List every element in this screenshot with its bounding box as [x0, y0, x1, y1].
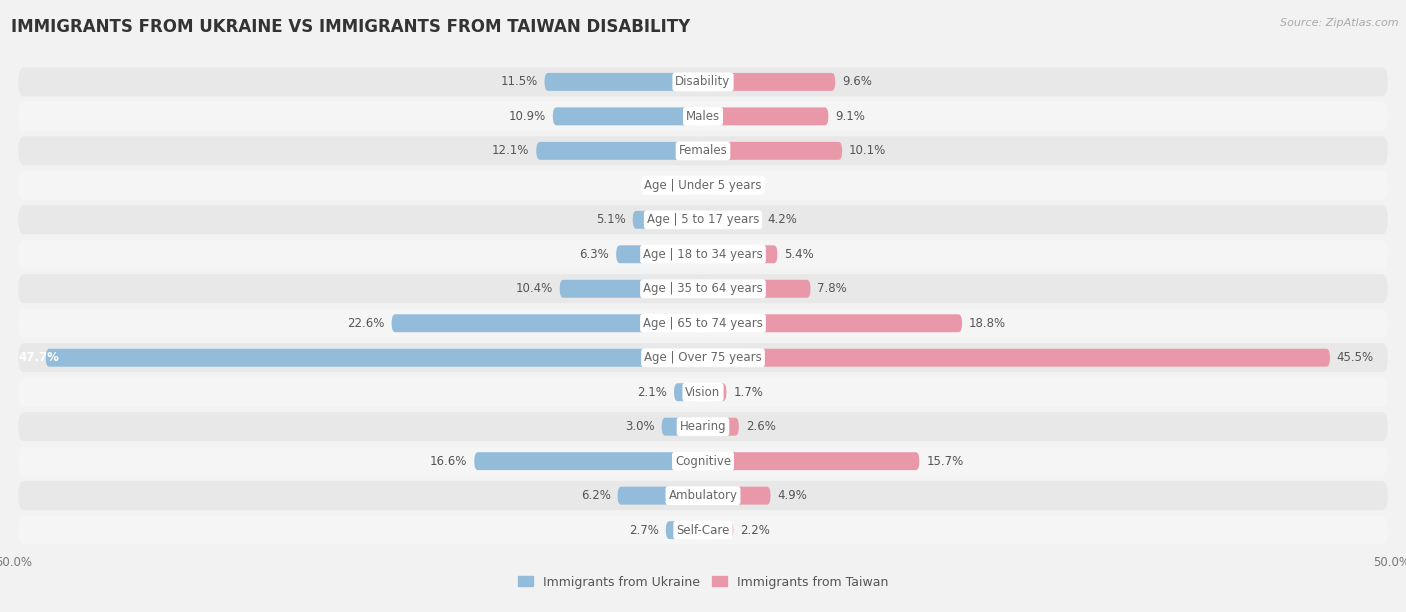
FancyBboxPatch shape	[18, 171, 1388, 200]
Legend: Immigrants from Ukraine, Immigrants from Taiwan: Immigrants from Ukraine, Immigrants from…	[513, 570, 893, 594]
Text: 5.1%: 5.1%	[596, 214, 626, 226]
FancyBboxPatch shape	[703, 211, 761, 229]
Text: 11.5%: 11.5%	[501, 75, 537, 88]
Text: 6.3%: 6.3%	[579, 248, 609, 261]
Text: Disability: Disability	[675, 75, 731, 88]
Text: 18.8%: 18.8%	[969, 317, 1007, 330]
Text: Age | 65 to 74 years: Age | 65 to 74 years	[643, 317, 763, 330]
FancyBboxPatch shape	[703, 383, 727, 401]
Text: Self-Care: Self-Care	[676, 524, 730, 537]
FancyBboxPatch shape	[560, 280, 703, 297]
FancyBboxPatch shape	[18, 447, 1388, 476]
FancyBboxPatch shape	[18, 309, 1388, 338]
Text: 1.7%: 1.7%	[734, 386, 763, 398]
FancyBboxPatch shape	[18, 274, 1388, 303]
Text: Ambulatory: Ambulatory	[668, 489, 738, 502]
Text: 1.0%: 1.0%	[724, 179, 754, 192]
FancyBboxPatch shape	[633, 211, 703, 229]
FancyBboxPatch shape	[703, 107, 828, 125]
Text: 4.2%: 4.2%	[768, 214, 797, 226]
FancyBboxPatch shape	[18, 516, 1388, 545]
FancyBboxPatch shape	[703, 245, 778, 263]
FancyBboxPatch shape	[474, 452, 703, 470]
Text: 47.7%: 47.7%	[18, 351, 59, 364]
Text: 45.5%: 45.5%	[1337, 351, 1374, 364]
FancyBboxPatch shape	[18, 67, 1388, 96]
FancyBboxPatch shape	[703, 349, 1330, 367]
FancyBboxPatch shape	[616, 245, 703, 263]
Text: 5.4%: 5.4%	[785, 248, 814, 261]
Text: 6.2%: 6.2%	[581, 489, 610, 502]
Text: 22.6%: 22.6%	[347, 317, 385, 330]
FancyBboxPatch shape	[18, 240, 1388, 269]
Text: Age | 35 to 64 years: Age | 35 to 64 years	[643, 282, 763, 295]
Text: Males: Males	[686, 110, 720, 123]
FancyBboxPatch shape	[703, 315, 962, 332]
Text: 9.1%: 9.1%	[835, 110, 865, 123]
Text: 2.1%: 2.1%	[637, 386, 668, 398]
Text: 2.6%: 2.6%	[745, 420, 776, 433]
FancyBboxPatch shape	[18, 343, 1388, 372]
Text: 7.8%: 7.8%	[817, 282, 846, 295]
FancyBboxPatch shape	[544, 73, 703, 91]
Text: 3.0%: 3.0%	[626, 420, 655, 433]
FancyBboxPatch shape	[703, 521, 734, 539]
Text: Cognitive: Cognitive	[675, 455, 731, 468]
Text: Source: ZipAtlas.com: Source: ZipAtlas.com	[1281, 18, 1399, 28]
Text: Age | 5 to 17 years: Age | 5 to 17 years	[647, 214, 759, 226]
FancyBboxPatch shape	[18, 205, 1388, 234]
FancyBboxPatch shape	[703, 142, 842, 160]
Text: Females: Females	[679, 144, 727, 157]
FancyBboxPatch shape	[617, 487, 703, 505]
FancyBboxPatch shape	[18, 481, 1388, 510]
FancyBboxPatch shape	[18, 102, 1388, 131]
Text: 15.7%: 15.7%	[927, 455, 963, 468]
Text: 16.6%: 16.6%	[430, 455, 467, 468]
Text: 2.2%: 2.2%	[740, 524, 770, 537]
Text: Hearing: Hearing	[679, 420, 727, 433]
Text: Age | Over 75 years: Age | Over 75 years	[644, 351, 762, 364]
FancyBboxPatch shape	[536, 142, 703, 160]
FancyBboxPatch shape	[18, 412, 1388, 441]
FancyBboxPatch shape	[392, 315, 703, 332]
Text: IMMIGRANTS FROM UKRAINE VS IMMIGRANTS FROM TAIWAN DISABILITY: IMMIGRANTS FROM UKRAINE VS IMMIGRANTS FR…	[11, 18, 690, 36]
Text: 2.7%: 2.7%	[628, 524, 659, 537]
Text: 12.1%: 12.1%	[492, 144, 530, 157]
FancyBboxPatch shape	[553, 107, 703, 125]
Text: Vision: Vision	[685, 386, 721, 398]
Text: 10.1%: 10.1%	[849, 144, 886, 157]
Text: 4.9%: 4.9%	[778, 489, 807, 502]
FancyBboxPatch shape	[703, 418, 738, 436]
Text: 9.6%: 9.6%	[842, 75, 872, 88]
FancyBboxPatch shape	[666, 521, 703, 539]
FancyBboxPatch shape	[673, 383, 703, 401]
FancyBboxPatch shape	[18, 378, 1388, 407]
FancyBboxPatch shape	[703, 452, 920, 470]
FancyBboxPatch shape	[18, 136, 1388, 165]
Text: 10.9%: 10.9%	[509, 110, 546, 123]
Text: Age | Under 5 years: Age | Under 5 years	[644, 179, 762, 192]
FancyBboxPatch shape	[662, 418, 703, 436]
FancyBboxPatch shape	[703, 176, 717, 194]
Text: 1.0%: 1.0%	[652, 179, 682, 192]
FancyBboxPatch shape	[703, 280, 810, 297]
FancyBboxPatch shape	[703, 487, 770, 505]
FancyBboxPatch shape	[703, 73, 835, 91]
Text: Age | 18 to 34 years: Age | 18 to 34 years	[643, 248, 763, 261]
Text: 10.4%: 10.4%	[516, 282, 553, 295]
FancyBboxPatch shape	[689, 176, 703, 194]
FancyBboxPatch shape	[46, 349, 703, 367]
